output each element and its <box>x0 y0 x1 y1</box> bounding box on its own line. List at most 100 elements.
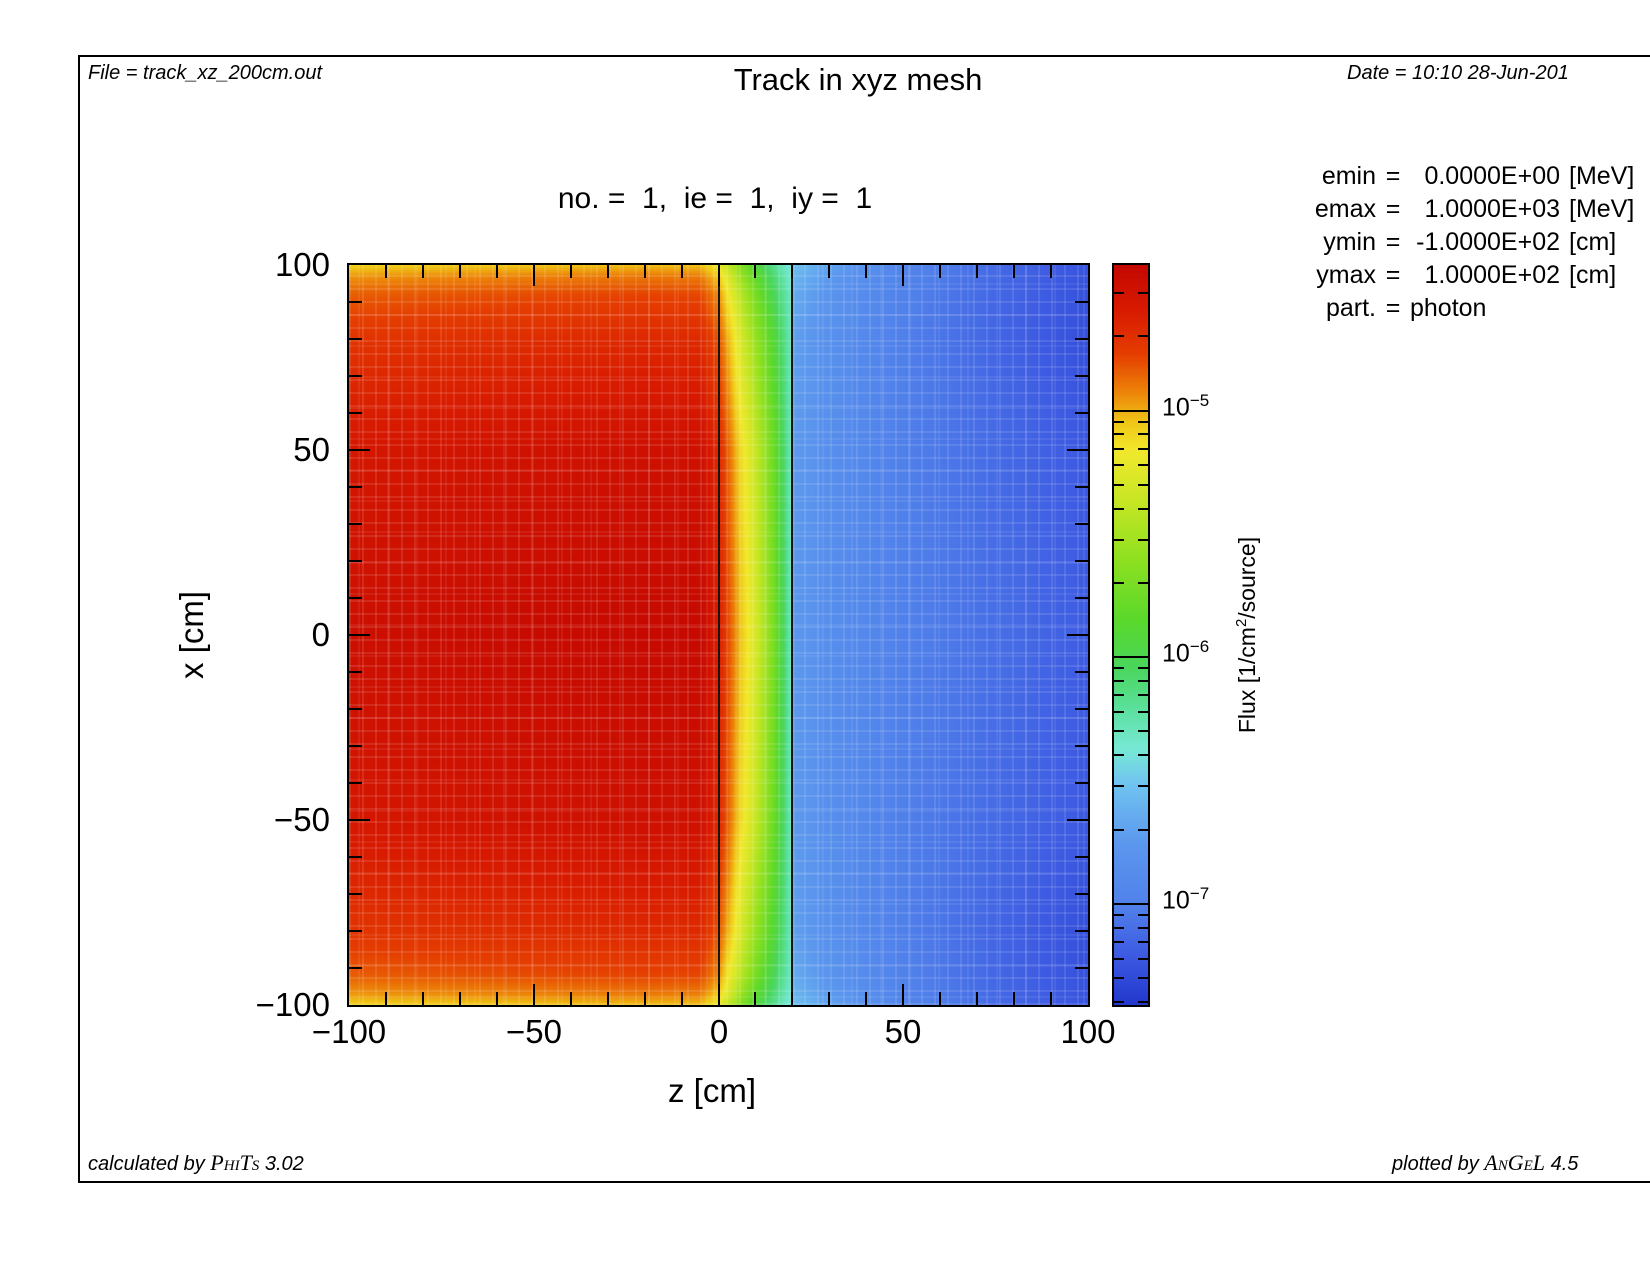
colorbar-tick <box>1138 667 1148 669</box>
colorbar-tick <box>1138 292 1148 294</box>
axis-tick <box>828 992 830 1005</box>
axis-tick <box>349 523 362 525</box>
axis-tick <box>1067 819 1088 821</box>
calc-version: 3.02 <box>259 1153 304 1175</box>
colorbar-tick <box>1138 829 1148 831</box>
legend-key: ymin <box>1323 228 1376 256</box>
legend-equals: = <box>1385 195 1401 223</box>
axis-tick <box>1075 412 1088 414</box>
axis-tick <box>1075 967 1088 969</box>
legend-value: photon <box>1410 294 1487 322</box>
plot-subtitle: no. = 1, ie = 1, iy = 1 <box>557 182 873 215</box>
colorbar-tick <box>1114 656 1148 658</box>
axis-tick <box>1050 265 1052 278</box>
axis-tick <box>718 265 720 286</box>
colorbar-tick <box>1114 335 1124 337</box>
axis-tick <box>718 984 720 1005</box>
axis-tick <box>349 893 362 895</box>
legend-unit: [cm] <box>1569 261 1617 289</box>
x-tick-label: 100 <box>1060 1013 1116 1050</box>
axis-tick <box>644 265 646 278</box>
legend-unit: [cm] <box>1569 228 1617 256</box>
axis-tick <box>533 984 535 1005</box>
legend-key: emax <box>1314 195 1376 223</box>
colorbar-tick <box>1114 927 1124 929</box>
axis-tick <box>1075 301 1088 303</box>
colorbar-tick <box>1114 433 1124 435</box>
colorbar-tick <box>1138 1001 1148 1003</box>
axis-tick <box>1075 597 1088 599</box>
x-tick-label: 0 <box>709 1013 729 1050</box>
date-label: Date = 10:10 28-Jun-201 <box>1347 62 1569 84</box>
colorbar-tick <box>1138 680 1148 682</box>
legend-unit: [MeV] <box>1569 195 1635 223</box>
axis-tick <box>422 992 424 1005</box>
axis-tick <box>865 265 867 278</box>
calculated-by-credit: calculated by PhiTs 3.02 <box>88 1150 304 1176</box>
colorbar-canvas <box>1114 265 1148 1005</box>
axis-tick <box>754 265 756 278</box>
axis-tick <box>1075 338 1088 340</box>
colorbar-tick <box>1114 292 1124 294</box>
colorbar <box>1112 263 1150 1007</box>
x-tick-label: −50 <box>506 1013 562 1050</box>
legend-value: 0.0000E+00 <box>1424 162 1560 190</box>
axis-tick <box>349 819 370 821</box>
axis-tick <box>496 265 498 278</box>
axis-tick <box>459 265 461 278</box>
colorbar-tick <box>1138 335 1148 337</box>
axis-tick <box>349 449 370 451</box>
axis-tick <box>570 992 572 1005</box>
legend-key: part. <box>1325 294 1376 322</box>
axis-tick <box>1075 856 1088 858</box>
colorbar-tick <box>1114 711 1124 713</box>
colorbar-tick <box>1114 754 1124 756</box>
colorbar-tick <box>1114 464 1124 466</box>
axis-tick <box>385 265 387 278</box>
axis-tick <box>349 597 362 599</box>
colorbar-tick <box>1138 958 1148 960</box>
axis-tick <box>902 984 904 1005</box>
colorbar-tick <box>1138 582 1148 584</box>
colorbar-tick <box>1114 730 1124 732</box>
colorbar-tick-label: 10−7 <box>1162 884 1210 915</box>
colorbar-tick <box>1138 754 1148 756</box>
region-boundary-line <box>718 265 720 1005</box>
colorbar-tick <box>1114 1001 1124 1003</box>
y-tick-label: 50 <box>293 431 330 468</box>
legend-equals: = <box>1385 261 1401 289</box>
colorbar-tick <box>1114 829 1124 831</box>
legend-row: ymin = -1.0000E+02 [cm] <box>1288 226 1634 259</box>
calc-prefix: calculated by <box>88 1153 211 1175</box>
colorbar-tick <box>1138 914 1148 916</box>
colorbar-tick <box>1138 927 1148 929</box>
legend-value: -1.0000E+02 <box>1416 228 1560 256</box>
axis-tick <box>791 992 793 1005</box>
x-axis-title: z [cm] <box>668 1072 756 1109</box>
axis-tick <box>939 992 941 1005</box>
colorbar-tick <box>1138 711 1148 713</box>
phits-logo-text: PhiTs <box>210 1150 260 1175</box>
axis-tick <box>349 708 362 710</box>
axis-tick <box>865 992 867 1005</box>
colorbar-tick <box>1114 694 1124 696</box>
legend-row: part. = photon <box>1288 292 1634 325</box>
axis-tick <box>349 782 362 784</box>
axis-tick <box>902 265 904 286</box>
axis-tick <box>349 856 362 858</box>
colorbar-tick <box>1138 484 1148 486</box>
legend-key: emin <box>1321 162 1376 190</box>
legend-row: ymax = 1.0000E+02 [cm] <box>1288 259 1634 292</box>
plot-version: 4.5 <box>1545 1153 1579 1175</box>
colorbar-tick-label: 10−5 <box>1162 391 1210 422</box>
axis-tick <box>976 265 978 278</box>
axis-tick <box>607 265 609 278</box>
axis-tick <box>607 992 609 1005</box>
legend-key: ymax <box>1316 261 1376 289</box>
axis-tick <box>349 671 362 673</box>
plot-prefix: plotted by <box>1392 1153 1485 1175</box>
x-tick-label: 50 <box>884 1013 922 1050</box>
axis-tick <box>1013 265 1015 278</box>
colorbar-tick <box>1114 785 1124 787</box>
